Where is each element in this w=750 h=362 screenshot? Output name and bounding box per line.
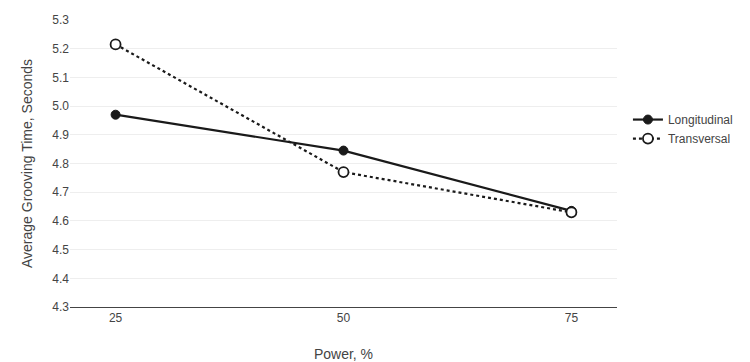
svg-text:5.3: 5.3 (52, 13, 69, 27)
svg-text:4.6: 4.6 (52, 214, 69, 228)
svg-text:4.9: 4.9 (52, 128, 69, 142)
svg-text:75: 75 (565, 311, 579, 325)
svg-text:4.7: 4.7 (52, 185, 69, 199)
svg-text:Power, %: Power, % (314, 346, 373, 362)
svg-text:4.5: 4.5 (52, 243, 69, 257)
svg-text:4.8: 4.8 (52, 157, 69, 171)
svg-text:5.1: 5.1 (52, 71, 69, 85)
svg-text:4.3: 4.3 (52, 300, 69, 314)
svg-text:50: 50 (337, 311, 351, 325)
svg-text:5.0: 5.0 (52, 99, 69, 113)
svg-text:Longitudinal: Longitudinal (668, 113, 733, 127)
svg-text:Average Grooving Time, Seconds: Average Grooving Time, Seconds (19, 59, 35, 268)
svg-text:Transversal: Transversal (668, 132, 730, 146)
svg-text:4.4: 4.4 (52, 272, 69, 286)
svg-text:25: 25 (109, 311, 123, 325)
svg-text:5.2: 5.2 (52, 42, 69, 56)
